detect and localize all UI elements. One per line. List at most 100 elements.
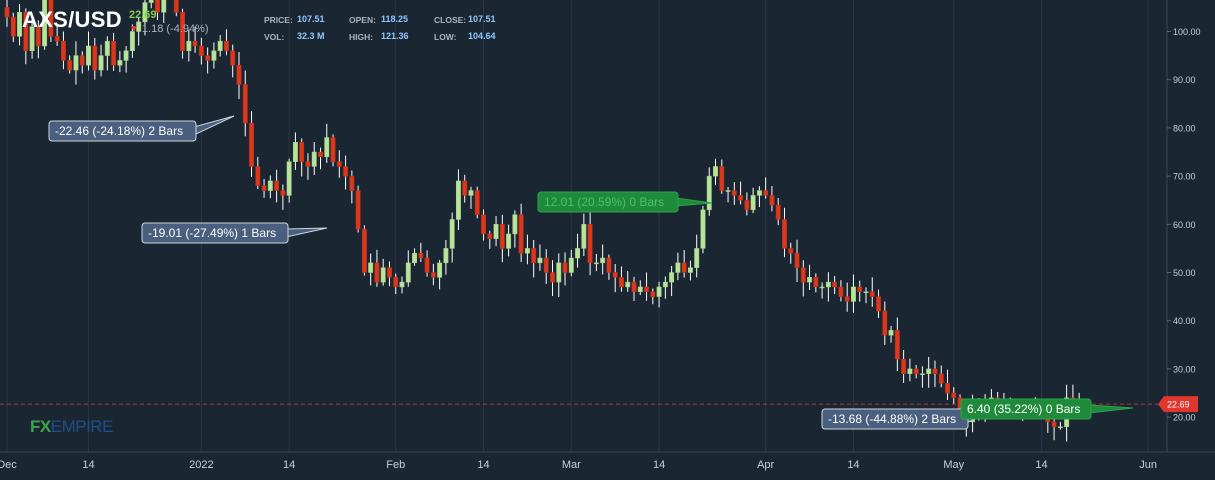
y-tick-label-7: 90.00 bbox=[1173, 75, 1196, 85]
stat-price-value: 107.51 bbox=[297, 14, 325, 24]
candle-body-35 bbox=[224, 40, 229, 52]
candle-body-53 bbox=[336, 161, 342, 167]
candle-body-101 bbox=[637, 286, 643, 293]
candle-body-125 bbox=[788, 248, 794, 254]
y-tick-label-3: 50.00 bbox=[1173, 268, 1196, 278]
candle-body-144 bbox=[907, 368, 913, 374]
candle-body-133 bbox=[838, 286, 844, 297]
candle-body-7 bbox=[48, 0, 54, 37]
price-change: ▼ 1.18 (-4.94%) bbox=[129, 23, 209, 35]
candle-body-115 bbox=[725, 190, 731, 192]
down-arrow-icon: ▼ bbox=[129, 24, 139, 35]
candle-body-114 bbox=[719, 166, 725, 191]
candle-body-46 bbox=[292, 142, 298, 162]
candle-body-120 bbox=[756, 190, 762, 196]
x-tick-label-8: Apr bbox=[757, 459, 774, 471]
candle-body-113 bbox=[713, 166, 718, 177]
x-tick-label-0: Dec bbox=[0, 459, 17, 471]
candle-body-99 bbox=[625, 281, 631, 288]
candle-body-108 bbox=[681, 262, 687, 273]
stat-close-label: CLOSE: bbox=[434, 15, 467, 25]
candle-body-38 bbox=[242, 84, 248, 124]
candle-body-0 bbox=[4, 7, 10, 18]
candle-body-100 bbox=[631, 281, 637, 293]
candle-body-81 bbox=[512, 214, 518, 235]
candle-body-130 bbox=[819, 286, 825, 289]
candle-body-94 bbox=[593, 262, 599, 265]
candle-body-15 bbox=[98, 55, 104, 71]
candle-body-54 bbox=[343, 166, 349, 177]
candle-body-18 bbox=[117, 60, 123, 66]
candle-body-86 bbox=[543, 257, 549, 273]
candle-body-55 bbox=[349, 175, 355, 191]
candle-body-43 bbox=[274, 180, 280, 191]
candle-body-82 bbox=[518, 214, 524, 254]
candle-body-56 bbox=[355, 190, 361, 230]
candle-body-90 bbox=[568, 257, 574, 273]
candle-body-134 bbox=[844, 296, 850, 302]
candle-body-118 bbox=[744, 199, 750, 211]
candle-body-138 bbox=[869, 291, 875, 297]
candle-body-66 bbox=[418, 252, 424, 259]
candle-body-8 bbox=[54, 36, 60, 42]
candle-body-4 bbox=[29, 26, 35, 52]
x-tick-label-3: 14 bbox=[283, 459, 295, 471]
y-tick-label-1: 30.00 bbox=[1173, 364, 1196, 374]
x-tick-label-12: Jun bbox=[1139, 459, 1157, 471]
candle-body-141 bbox=[888, 330, 894, 336]
candle-body-80 bbox=[506, 233, 512, 249]
symbol-title: AXS/USD bbox=[22, 7, 122, 32]
last-price: 22.69 bbox=[129, 9, 157, 21]
candle-body-33 bbox=[211, 50, 217, 61]
candle-body-19 bbox=[123, 50, 129, 61]
candle-body-58 bbox=[368, 262, 374, 273]
candle-body-10 bbox=[67, 60, 73, 71]
last-price-tag-label: 22.69 bbox=[1167, 400, 1190, 410]
stat-close-value: 107.51 bbox=[468, 14, 496, 24]
stat-open-value: 118.25 bbox=[381, 14, 409, 24]
annotation-label-0: -22.46 (-24.18%) 2 Bars bbox=[55, 124, 183, 138]
x-tick-label-2: 2022 bbox=[189, 459, 213, 471]
candle-body-123 bbox=[775, 204, 781, 220]
candle-body-84 bbox=[531, 248, 537, 264]
x-tick-label-10: May bbox=[943, 459, 964, 471]
candle-body-52 bbox=[330, 137, 336, 162]
candles bbox=[4, 0, 1082, 442]
candle-body-140 bbox=[882, 310, 888, 336]
y-tick-label-4: 60.00 bbox=[1173, 220, 1196, 230]
candle-body-102 bbox=[644, 286, 649, 293]
candle-body-87 bbox=[550, 272, 555, 283]
candle-body-42 bbox=[267, 180, 273, 191]
candle-body-135 bbox=[851, 286, 856, 302]
candle-body-51 bbox=[324, 137, 330, 158]
candle-body-129 bbox=[813, 277, 819, 288]
candle-body-96 bbox=[606, 257, 612, 273]
candle-body-167 bbox=[1051, 421, 1057, 427]
x-tick-label-6: Mar bbox=[562, 459, 581, 471]
candle-body-28 bbox=[180, 11, 186, 52]
annotation-label-1: -19.01 (-27.49%) 1 Bars bbox=[148, 226, 276, 240]
candle-body-59 bbox=[374, 262, 380, 283]
candle-body-74 bbox=[468, 190, 474, 196]
candle-body-23 bbox=[148, 0, 154, 3]
candle-body-3 bbox=[23, 11, 29, 52]
candle-body-22 bbox=[142, 2, 148, 23]
candle-body-97 bbox=[612, 272, 618, 278]
candle-body-37 bbox=[236, 64, 242, 85]
x-tick-label-9: 14 bbox=[847, 459, 859, 471]
stat-low-label: LOW: bbox=[434, 32, 457, 42]
candle-body-31 bbox=[198, 45, 204, 56]
stat-open-label: OPEN: bbox=[349, 15, 376, 25]
candle-body-47 bbox=[299, 142, 305, 162]
stat-high-label: HIGH: bbox=[349, 32, 374, 42]
candle-body-105 bbox=[662, 281, 668, 288]
candle-body-77 bbox=[487, 233, 493, 240]
candle-body-12 bbox=[79, 55, 85, 66]
candle-body-64 bbox=[405, 262, 411, 283]
price-change-value: 1.18 (-4.94%) bbox=[141, 23, 209, 35]
candle-body-25 bbox=[161, 0, 167, 13]
candle-body-24 bbox=[155, 0, 160, 13]
candle-body-50 bbox=[318, 151, 323, 158]
candle-body-132 bbox=[832, 281, 838, 288]
